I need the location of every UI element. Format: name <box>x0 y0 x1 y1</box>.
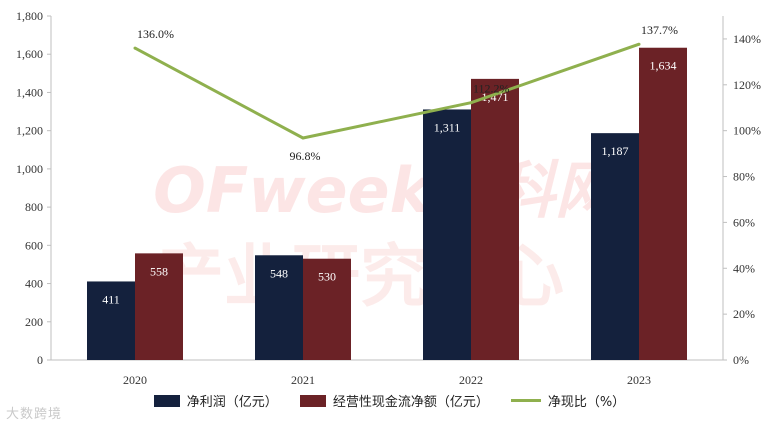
y-left-tick-label: 1,200 <box>16 124 43 138</box>
legend-swatch-operating-cash-flow <box>299 394 326 407</box>
line-cash-ratio <box>134 42 640 140</box>
bar-data-label: 411 <box>102 292 120 306</box>
y-right-tick-label: 120% <box>733 78 761 92</box>
legend-label-cash-ratio: 净现比（%） <box>547 395 626 410</box>
legend-item-operating-cash-flow: 经营性现金流净额（亿元） <box>299 391 489 410</box>
bar-net-profit <box>87 281 135 360</box>
x-tick-label: 2022 <box>459 373 483 387</box>
y-left-tick-label: 1,800 <box>16 9 43 23</box>
bar-net-profit <box>423 109 471 360</box>
watermark-brand: OFweek维科网 <box>153 154 626 227</box>
bar-data-label: 1,634 <box>650 59 677 73</box>
bar-net-profit <box>255 255 303 360</box>
line-point-cash-ratio <box>301 136 305 140</box>
bar-net-profit <box>591 133 639 360</box>
line-point-cash-ratio <box>637 42 641 46</box>
y-left-tick-label: 800 <box>25 200 43 214</box>
line-data-label: 137.7% <box>641 23 678 37</box>
x-tick-label: 2023 <box>627 373 651 387</box>
y-left-tick-label: 1,000 <box>16 162 43 176</box>
line-data-label: 136.0% <box>137 27 174 41</box>
line-data-label: 112.2% <box>473 82 510 96</box>
legend-swatch-net-profit <box>153 394 180 407</box>
y-right-tick-label: 40% <box>733 261 755 275</box>
legend-label-net-profit: 净利润（亿元） <box>186 395 278 410</box>
bar-operating-cash-flow <box>471 78 519 361</box>
legend-item-cash-ratio: 净现比（%） <box>510 391 626 410</box>
line-point-cash-ratio <box>133 46 137 50</box>
y-left-tick-label: 1,600 <box>16 47 43 61</box>
bar-data-label: 548 <box>270 266 288 280</box>
y-right-tick-label: 0% <box>733 353 749 367</box>
x-tick-label: 2020 <box>123 373 147 387</box>
y-left-tick-label: 1,400 <box>16 85 43 99</box>
bar-operating-cash-flow <box>639 47 687 360</box>
line-point-cash-ratio <box>469 101 473 105</box>
corner-watermark: 大数跨境 <box>6 407 63 422</box>
y-left-tick-label: 400 <box>25 277 43 291</box>
y-right-tick-label: 80% <box>733 170 755 184</box>
legend-swatch-cash-ratio <box>510 399 541 402</box>
y-right-tick-label: 60% <box>733 215 755 229</box>
legend-item-net-profit: 净利润（亿元） <box>153 391 278 410</box>
line-data-label: 96.8% <box>290 149 321 163</box>
bar-data-label: 530 <box>318 270 336 284</box>
bar-operating-cash-flow <box>303 258 351 360</box>
legend: 净利润（亿元） 经营性现金流净额（亿元） 净现比（%） <box>0 391 779 410</box>
bar-data-label: 558 <box>150 264 168 278</box>
bar-operating-cash-flow <box>135 253 183 360</box>
y-left-tick-label: 0 <box>37 353 43 367</box>
y-left-tick-label: 600 <box>25 238 43 252</box>
bar-data-label: 1,311 <box>434 120 461 134</box>
x-tick-label: 2021 <box>291 373 315 387</box>
y-right-tick-label: 100% <box>733 124 761 138</box>
y-right-tick-label: 20% <box>733 307 755 321</box>
y-right-tick-label: 140% <box>733 32 761 46</box>
legend-label-operating-cash-flow: 经营性现金流净额（亿元） <box>332 395 489 410</box>
bar-data-label: 1,187 <box>602 144 629 158</box>
y-left-tick-label: 200 <box>25 315 43 329</box>
